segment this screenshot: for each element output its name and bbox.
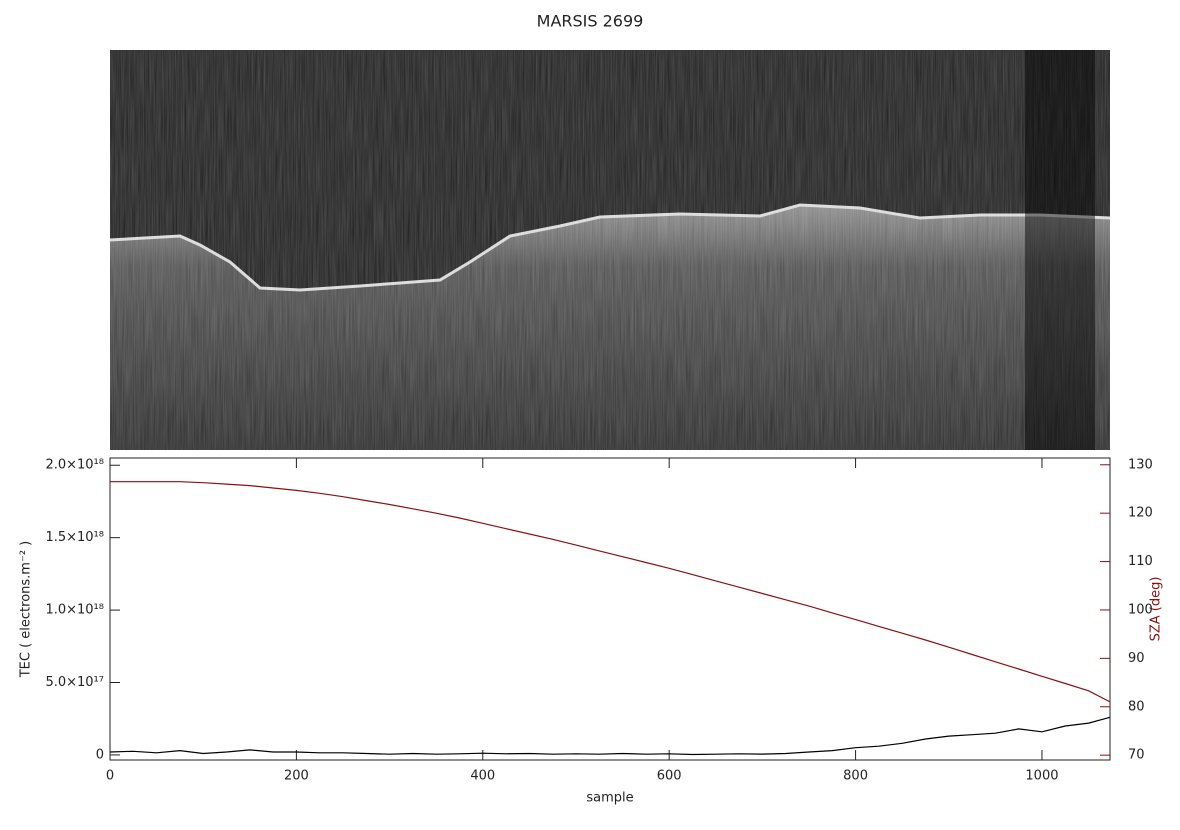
y2-axis-label: SZA (deg) (1149, 577, 1164, 642)
x-tick-label: 0 (106, 769, 114, 784)
x-tick-label: 400 (470, 769, 495, 784)
x-tick-label: 600 (657, 769, 682, 784)
y2-tick-label: 80 (1128, 699, 1145, 714)
x-axis-label: sample (586, 791, 633, 806)
y2-tick-label: 130 (1128, 457, 1153, 472)
y-tick-label: 1.5×10¹⁸ (45, 530, 104, 545)
plot-frame (109, 457, 1111, 761)
chart-title: MARSIS 2699 (537, 12, 644, 31)
series-line (109, 716, 1111, 756)
x-tick-label: 200 (284, 769, 309, 784)
y-tick-label: 0 (96, 747, 104, 762)
y-tick-label: 1.0×10¹⁸ (45, 603, 104, 618)
y2-tick-label: 110 (1128, 554, 1153, 569)
y-tick-label: 5.0×10¹⁷ (45, 675, 104, 690)
x-tick-label: 1000 (1025, 769, 1058, 784)
series-line (110, 481, 1111, 703)
radargram (109, 50, 1111, 450)
y2-tick-label: 120 (1128, 506, 1153, 521)
y2-tick-label: 70 (1128, 748, 1145, 763)
y-tick-label: 2.0×10¹⁸ (45, 458, 104, 473)
x-tick-label: 800 (843, 769, 868, 784)
y2-tick-label: 90 (1128, 651, 1145, 666)
y2-tick-label: 100 (1128, 602, 1153, 617)
y-axis-label: TEC ( electrons.m⁻² ) (19, 541, 34, 679)
